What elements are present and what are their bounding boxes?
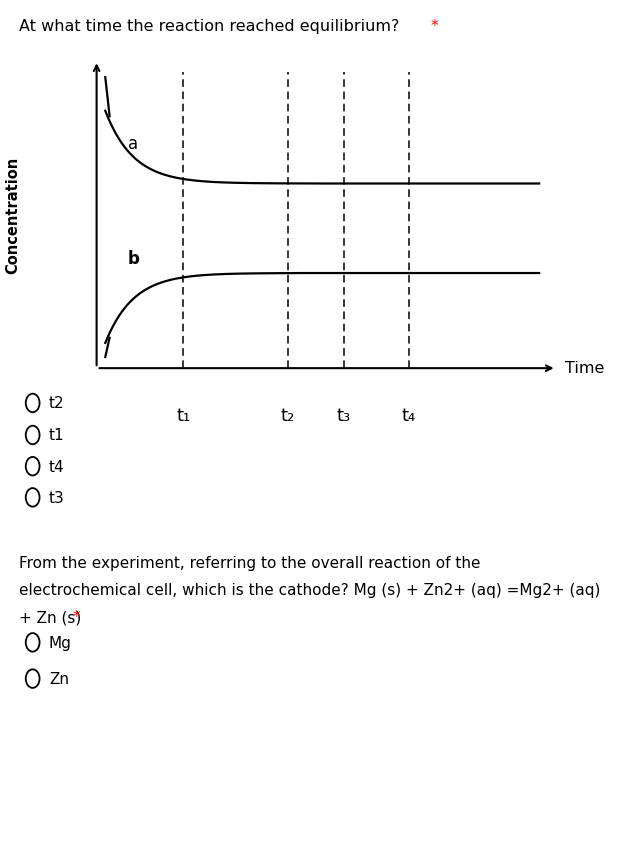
Text: Concentration: Concentration bbox=[5, 156, 20, 274]
Text: t4: t4 bbox=[49, 459, 65, 475]
Text: From the experiment, referring to the overall reaction of the: From the experiment, referring to the ov… bbox=[19, 556, 480, 572]
Text: t₂: t₂ bbox=[280, 407, 295, 426]
Text: t3: t3 bbox=[49, 491, 65, 506]
Text: t2: t2 bbox=[49, 396, 65, 411]
Text: t₃: t₃ bbox=[337, 407, 351, 426]
Text: electrochemical cell, which is the cathode? Mg (s) + Zn2+ (aq) =Mg2+ (aq): electrochemical cell, which is the catho… bbox=[19, 583, 600, 599]
Text: At what time the reaction reached equilibrium?: At what time the reaction reached equili… bbox=[19, 19, 404, 34]
Text: + Zn (s): + Zn (s) bbox=[19, 610, 86, 626]
Text: Time: Time bbox=[565, 361, 605, 376]
Text: b: b bbox=[127, 250, 139, 268]
Text: Zn: Zn bbox=[49, 672, 69, 687]
Text: *: * bbox=[430, 19, 438, 34]
Text: t1: t1 bbox=[49, 428, 65, 443]
Text: t₄: t₄ bbox=[402, 407, 416, 426]
Text: t₁: t₁ bbox=[176, 407, 190, 426]
Text: Mg: Mg bbox=[49, 636, 72, 651]
Text: *: * bbox=[72, 610, 80, 626]
Text: a: a bbox=[128, 136, 139, 153]
